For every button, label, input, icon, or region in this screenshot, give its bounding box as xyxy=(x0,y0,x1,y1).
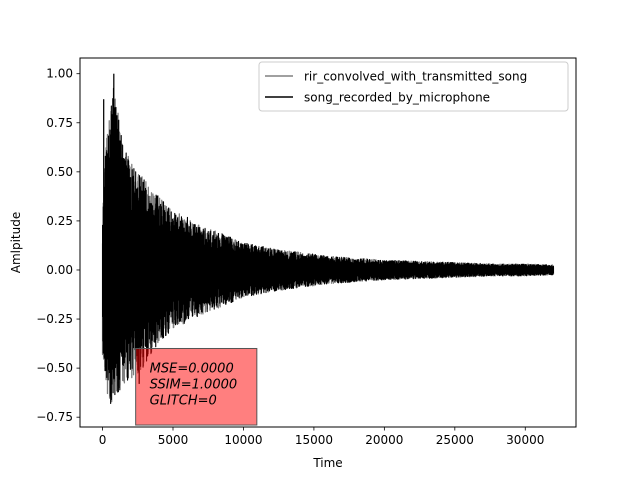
x-tick-label: 20000 xyxy=(365,433,403,447)
metrics-annotation: MSE=0.0000 SSIM=1.0000 GLITCH=0 xyxy=(135,347,258,426)
series-microphone-line xyxy=(102,73,554,405)
y-axis-ticks: −0.75 −0.50 −0.25 0.00 0.25 0.50 0.75 1.00 xyxy=(36,67,80,424)
annotation-box xyxy=(135,347,258,426)
plot-area xyxy=(101,73,555,405)
y-tick-label: 1.00 xyxy=(46,67,73,81)
x-axis-ticks: 0 5000 10000 15000 20000 25000 30000 xyxy=(99,427,544,447)
legend-frame xyxy=(258,61,569,112)
x-tick-label: 15000 xyxy=(295,433,333,447)
y-tick-label: 0.25 xyxy=(46,214,73,228)
legend-label-rir: rir_convolved_with_transmitted_song xyxy=(304,70,527,84)
x-tick-label: 0 xyxy=(99,433,107,447)
x-tick-label: 10000 xyxy=(224,433,262,447)
y-tick-label: 0.75 xyxy=(46,116,73,130)
y-tick-label: 0.00 xyxy=(46,263,73,277)
annotation-glitch: GLITCH=0 xyxy=(150,393,217,408)
legend: rir_convolved_with_transmitted_song song… xyxy=(258,61,569,112)
x-tick-label: 25000 xyxy=(436,433,474,447)
y-tick-label: 0.50 xyxy=(46,165,73,179)
axes-frame xyxy=(79,57,577,428)
annotation-mse: MSE=0.0000 xyxy=(150,361,234,376)
y-axis-label: Amlpitude xyxy=(9,212,23,274)
x-tick-label: 5000 xyxy=(158,433,189,447)
x-axis-label: Time xyxy=(312,456,342,470)
y-tick-label: −0.75 xyxy=(36,410,73,424)
y-tick-label: −0.50 xyxy=(36,361,73,375)
y-tick-label: −0.25 xyxy=(36,312,73,326)
annotation-ssim: SSIM=1.0000 xyxy=(150,377,237,392)
legend-label-microphone: song_recorded_by_microphone xyxy=(304,91,490,105)
x-tick-label: 30000 xyxy=(506,433,544,447)
